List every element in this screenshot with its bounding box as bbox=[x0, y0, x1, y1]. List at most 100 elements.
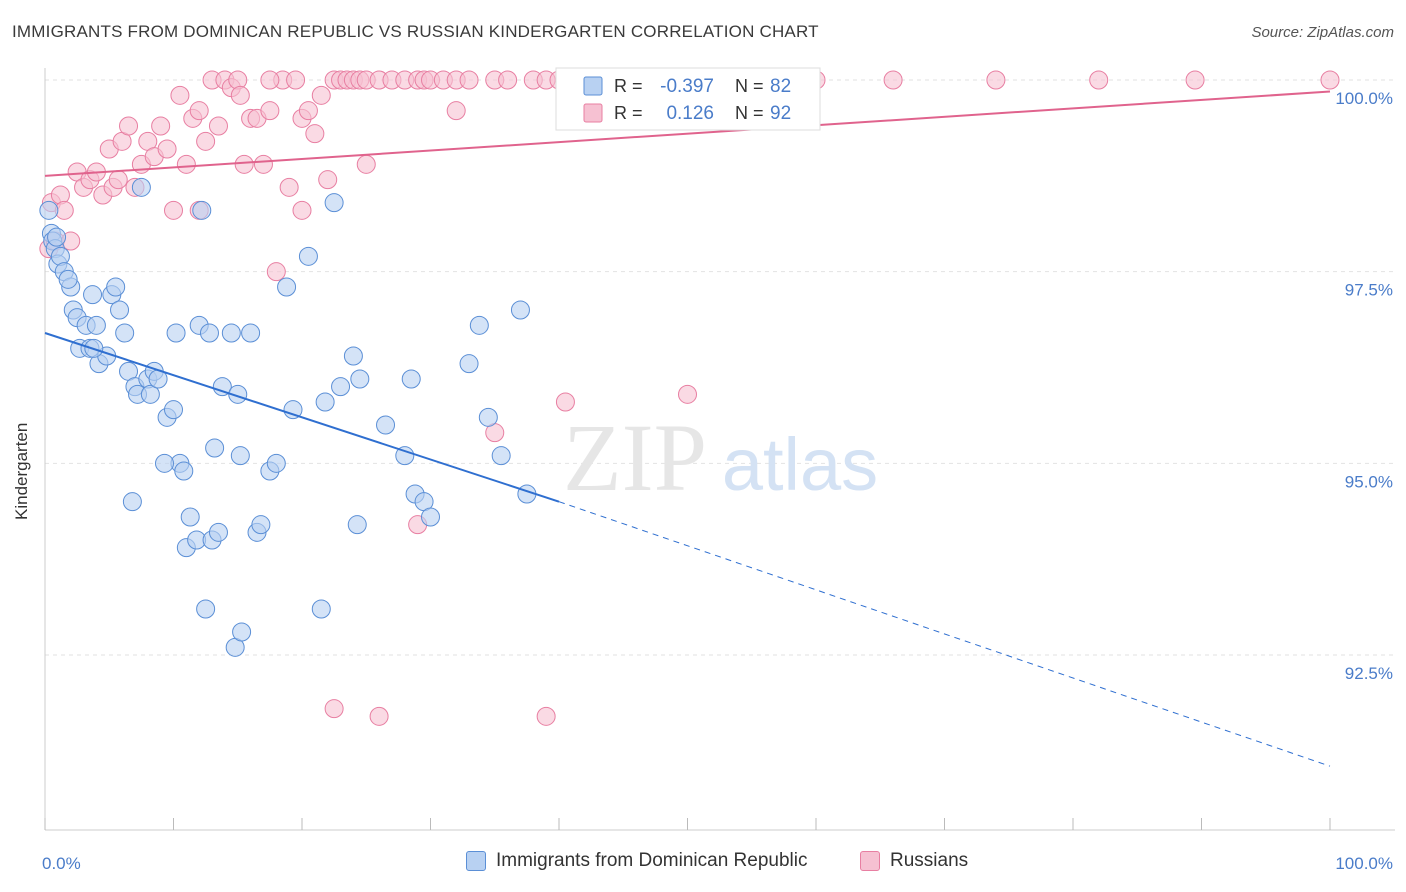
y-tick-label: 97.5% bbox=[1345, 281, 1393, 300]
dominican-point bbox=[106, 277, 126, 297]
dominican-point bbox=[180, 507, 200, 527]
dominican-point bbox=[459, 354, 479, 374]
dominican-point bbox=[343, 346, 363, 366]
legend-swatch-pink bbox=[860, 851, 880, 871]
russians-point bbox=[986, 70, 1006, 90]
russians-point bbox=[311, 85, 331, 105]
stats-n-value: 82 bbox=[770, 76, 791, 97]
dominican-trend-extension bbox=[558, 501, 1331, 767]
russians-point bbox=[678, 384, 697, 404]
dominican-point bbox=[196, 599, 216, 619]
stats-r-label: R = bbox=[614, 103, 643, 123]
dominican-point bbox=[266, 453, 286, 473]
russians-point bbox=[1320, 70, 1340, 90]
stats-r-value: -0.397 bbox=[660, 76, 714, 97]
russians-point bbox=[189, 101, 209, 121]
stats-swatch-blue bbox=[583, 76, 603, 96]
dominican-point bbox=[311, 599, 331, 619]
watermark: ZIP atlas bbox=[563, 404, 878, 511]
chart-title: IMMIGRANTS FROM DOMINICAN REPUBLIC VS RU… bbox=[12, 22, 819, 41]
dominican-point bbox=[232, 622, 252, 642]
russians-point bbox=[253, 154, 273, 174]
dominican-trend-line bbox=[44, 332, 560, 503]
russians-point bbox=[298, 101, 318, 121]
dominican-point bbox=[221, 323, 241, 343]
stats-r-label: R = bbox=[614, 76, 643, 96]
russians-point bbox=[196, 131, 216, 151]
y-axis-label: Kindergarten bbox=[12, 422, 31, 520]
russians-point bbox=[498, 70, 518, 90]
russians-point bbox=[151, 116, 171, 136]
stats-n-value: 92 bbox=[770, 103, 791, 124]
russians-point bbox=[230, 85, 250, 105]
y-tick-label: 92.5% bbox=[1345, 664, 1393, 683]
x-tick-label-max: 100.0% bbox=[1335, 854, 1393, 873]
russians-point bbox=[266, 262, 286, 282]
y-tick-label: 95.0% bbox=[1345, 472, 1393, 491]
dominican-point bbox=[166, 323, 186, 343]
tick-labels: 92.5% 95.0% 97.5% 100.0% 0.0% 100.0% bbox=[42, 89, 1393, 873]
dominican-point bbox=[47, 227, 67, 247]
dominican-point bbox=[212, 377, 232, 397]
russians-point bbox=[157, 139, 177, 159]
russians-point bbox=[536, 706, 556, 726]
dominican-point bbox=[58, 269, 78, 289]
dominican-point bbox=[421, 507, 440, 527]
dominican-point bbox=[401, 369, 421, 389]
russians-point bbox=[356, 154, 376, 174]
dominican-point bbox=[164, 400, 183, 420]
dominican-point bbox=[331, 377, 351, 397]
dominican-point bbox=[376, 415, 396, 435]
dominican-point bbox=[315, 392, 335, 412]
russians-point bbox=[369, 706, 389, 726]
dominican-point bbox=[174, 461, 194, 481]
russians-point bbox=[555, 392, 575, 412]
dominican-point bbox=[478, 407, 498, 427]
dominican-point bbox=[241, 323, 261, 343]
russians-point bbox=[1089, 70, 1109, 90]
dominican-point bbox=[122, 492, 142, 512]
dominican-point bbox=[491, 446, 511, 466]
watermark-atlas: atlas bbox=[722, 423, 878, 506]
stats-swatch-pink bbox=[583, 103, 603, 123]
legend-item-dominican[interactable]: Immigrants from Dominican Republic bbox=[466, 850, 808, 872]
dominican-point bbox=[324, 193, 344, 213]
russians-point bbox=[446, 101, 466, 121]
russians-point bbox=[260, 70, 280, 90]
russians-point bbox=[883, 70, 903, 90]
trend-lines bbox=[44, 90, 1331, 767]
dominican-points bbox=[39, 177, 537, 657]
dominican-point bbox=[199, 323, 219, 343]
dominican-point bbox=[155, 453, 175, 473]
russians-point bbox=[324, 699, 344, 719]
russians-point bbox=[164, 200, 183, 220]
russians-point bbox=[305, 124, 325, 144]
dominican-point bbox=[469, 315, 489, 335]
stats-legend: R = -0.397 N = 82 R = 0.126 N = 92 bbox=[555, 67, 821, 131]
russians-point bbox=[108, 170, 128, 190]
dominican-point bbox=[208, 522, 228, 542]
russians-point bbox=[286, 70, 306, 90]
russians-trend-line bbox=[44, 90, 1331, 177]
dominican-point bbox=[347, 515, 367, 535]
dominican-point bbox=[395, 446, 415, 466]
dominican-point bbox=[86, 315, 106, 335]
dominican-point bbox=[230, 446, 250, 466]
dominican-point bbox=[140, 384, 160, 404]
dominican-point bbox=[283, 400, 303, 420]
legend-item-russians[interactable]: Russians bbox=[860, 850, 968, 872]
dominican-point bbox=[115, 323, 135, 343]
stats-n-label: N = bbox=[735, 76, 764, 96]
source-credit: Source: ZipAtlas.com bbox=[1251, 24, 1394, 41]
dominican-point bbox=[131, 177, 151, 197]
dominican-point bbox=[510, 300, 530, 320]
bottom-legend: Immigrants from Dominican Republic Russi… bbox=[0, 850, 1406, 878]
russians-point bbox=[1185, 70, 1205, 90]
legend-label-russians: Russians bbox=[890, 850, 969, 871]
russians-point bbox=[292, 200, 312, 220]
stats-r-value: 0.126 bbox=[666, 103, 714, 124]
russians-point bbox=[170, 85, 190, 105]
watermark-zip: ZIP bbox=[563, 404, 707, 511]
dominican-point bbox=[350, 369, 370, 389]
